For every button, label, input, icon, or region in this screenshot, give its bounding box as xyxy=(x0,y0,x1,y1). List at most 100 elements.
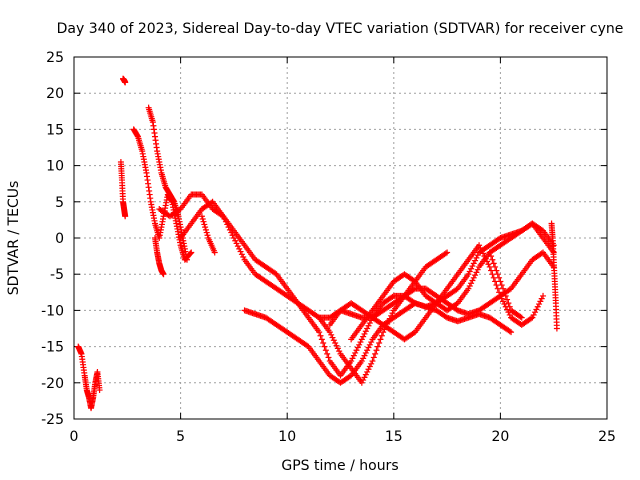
data-point xyxy=(385,318,392,325)
data-point xyxy=(469,277,476,284)
data-point xyxy=(362,328,369,335)
data-point xyxy=(410,286,417,293)
data-point xyxy=(473,269,480,276)
data-point xyxy=(229,232,236,239)
data-point xyxy=(496,289,503,296)
data-point xyxy=(176,206,183,213)
data-point xyxy=(232,237,239,244)
data-point xyxy=(538,250,545,257)
data-point xyxy=(386,315,393,322)
data-point xyxy=(410,330,417,337)
data-point xyxy=(354,344,361,351)
data-point xyxy=(234,243,241,250)
y-tick-label: 5 xyxy=(55,195,64,211)
plot-frame xyxy=(73,56,608,420)
data-point xyxy=(366,341,373,348)
data-point xyxy=(361,330,368,337)
data-point xyxy=(504,306,511,313)
data-point xyxy=(497,292,504,299)
data-point xyxy=(322,347,329,354)
data-point xyxy=(466,268,473,275)
y-tick-label: 0 xyxy=(55,231,64,247)
data-point xyxy=(321,343,328,350)
data-point xyxy=(533,306,540,313)
data-point xyxy=(469,263,476,270)
data-point xyxy=(304,342,311,349)
data-point xyxy=(350,352,357,359)
data-point xyxy=(532,309,539,316)
series-arc15 xyxy=(548,220,560,332)
data-point xyxy=(477,244,484,251)
data-point xyxy=(334,345,341,352)
data-point xyxy=(96,387,103,394)
data-point xyxy=(330,337,337,344)
data-point xyxy=(486,263,493,270)
data-point xyxy=(540,292,547,299)
data-point xyxy=(442,250,449,257)
data-point xyxy=(272,270,279,277)
data-point xyxy=(366,320,373,327)
chart-title: Day 340 of 2023, Sidereal Day-to-day VTE… xyxy=(57,21,624,37)
data-point xyxy=(358,336,365,343)
data-point xyxy=(370,354,377,361)
data-point xyxy=(506,303,513,310)
data-point xyxy=(410,277,417,284)
data-point xyxy=(358,358,365,365)
data-point xyxy=(324,350,331,357)
data-point xyxy=(325,354,332,361)
y-tick-label: -25 xyxy=(41,412,64,428)
data-point xyxy=(528,315,535,322)
x-tick-label: 5 xyxy=(176,429,185,445)
series-arc14 xyxy=(486,220,557,256)
data-point xyxy=(466,282,473,289)
data-point xyxy=(468,280,475,287)
data-point xyxy=(492,278,499,285)
data-point xyxy=(317,332,324,339)
data-point xyxy=(470,274,477,281)
data-point xyxy=(453,286,460,293)
y-axis-label: SDTVAR / TECUs xyxy=(6,181,22,296)
data-point xyxy=(318,336,325,343)
data-point xyxy=(378,332,385,339)
data-point xyxy=(201,221,208,228)
data-point xyxy=(230,235,237,241)
data-point xyxy=(493,282,500,289)
data-point xyxy=(360,355,367,362)
data-point xyxy=(536,301,543,308)
data-point xyxy=(198,213,205,220)
y-tick-label: 20 xyxy=(46,86,64,102)
data-point xyxy=(453,306,460,313)
data-point xyxy=(333,342,340,349)
data-point xyxy=(506,328,513,335)
data-point xyxy=(380,329,387,336)
data-point xyxy=(361,374,368,381)
data-point xyxy=(204,232,211,239)
data-point xyxy=(240,254,247,261)
data-point xyxy=(497,278,504,285)
data-point xyxy=(530,311,537,318)
x-axis-label: GPS time / hours xyxy=(281,458,398,474)
series-arc5 xyxy=(145,104,190,263)
data-point xyxy=(365,344,372,351)
data-point xyxy=(203,229,210,236)
data-point xyxy=(360,377,367,384)
data-point xyxy=(488,267,495,274)
data-point xyxy=(362,371,369,378)
data-point xyxy=(352,349,359,356)
data-point xyxy=(360,333,367,340)
data-point xyxy=(364,325,371,332)
data-point xyxy=(389,310,396,317)
x-tick-label: 0 xyxy=(70,429,79,445)
data-point xyxy=(377,336,384,343)
data-point xyxy=(328,331,335,338)
data-points xyxy=(75,75,560,412)
data-point xyxy=(553,325,560,332)
data-point xyxy=(368,360,375,367)
axis-ticks: 0 5 10 15 20 25 -25 -20 -15 -10 -5 0 5 10 15 20 25 xyxy=(41,50,616,445)
data-point xyxy=(202,224,209,231)
data-point xyxy=(453,301,460,308)
data-point xyxy=(366,363,373,370)
y-tick-label: -5 xyxy=(50,267,64,283)
data-point xyxy=(494,271,501,278)
x-tick-label: 25 xyxy=(598,429,616,445)
